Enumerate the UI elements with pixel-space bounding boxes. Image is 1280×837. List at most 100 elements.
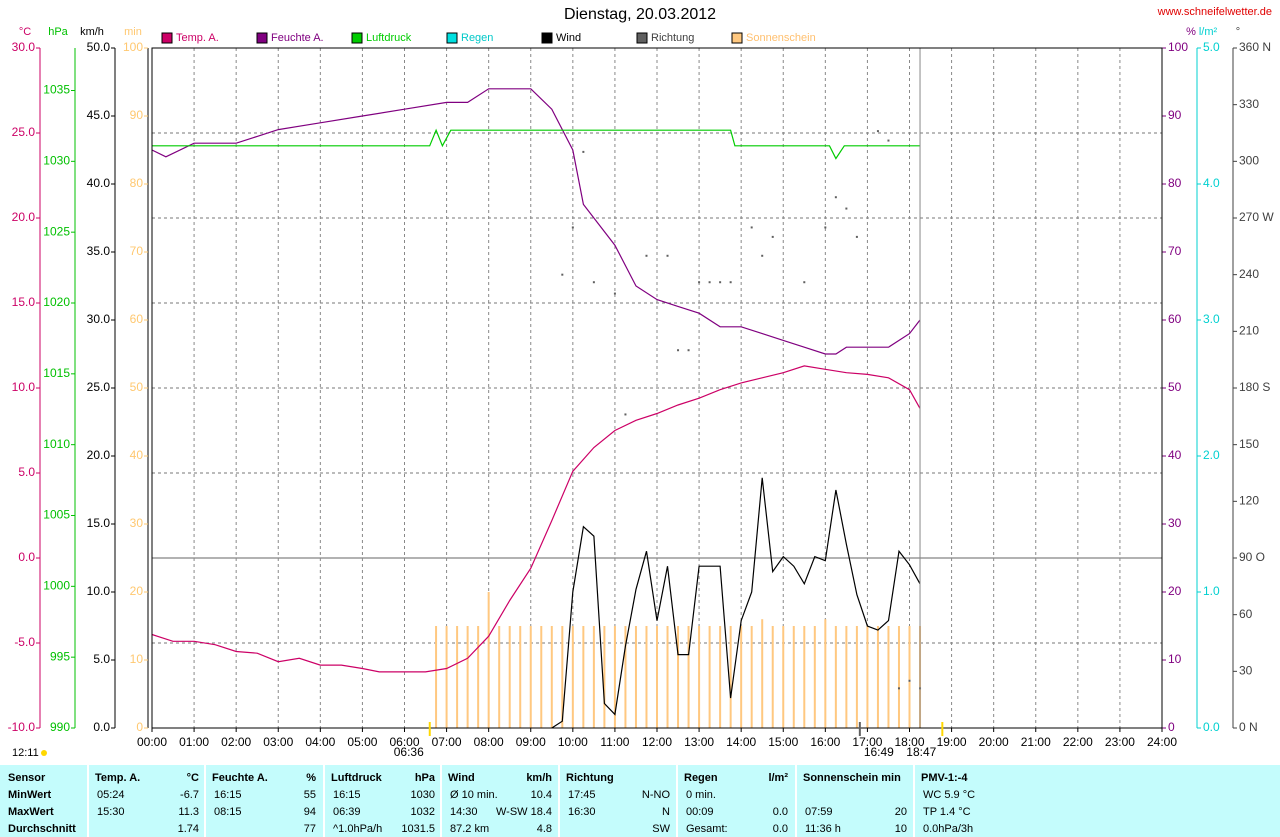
bar: [666, 626, 669, 728]
point: [887, 139, 890, 142]
table-cell: 16:30: [568, 806, 596, 818]
legend-swatch: [636, 32, 648, 44]
y-tick-label: 360 N: [1239, 40, 1271, 54]
axis-unit: min: [124, 26, 142, 38]
y-tick-label: 40: [130, 448, 144, 462]
table-cell: 77: [304, 823, 316, 835]
table-cell: Gesamt:: [686, 823, 728, 835]
bar: [792, 626, 795, 728]
table-cell: 17:45: [568, 789, 596, 801]
y-tick-label: 0 N: [1239, 720, 1258, 734]
x-tick-label: 16:00: [810, 735, 840, 749]
x-tick-label: 08:00: [474, 735, 504, 749]
axis-unit: °C: [19, 26, 31, 38]
moon-icon: [41, 750, 47, 756]
y-tick-label: 30: [1239, 664, 1253, 678]
x-tick-label: 09:00: [516, 735, 546, 749]
y-tick-label: 20: [130, 584, 144, 598]
table-cell: 06:39: [333, 806, 361, 818]
bar: [740, 626, 743, 728]
y-tick-label: 1005: [43, 508, 70, 522]
bar: [750, 626, 753, 728]
y-tick-label: 0: [136, 720, 143, 734]
table-unit: °C: [187, 772, 199, 784]
bar: [582, 626, 585, 728]
y-tick-label: 100: [1168, 40, 1188, 54]
y-tick-label: 300: [1239, 154, 1259, 168]
table-cell: WC 5.9 °C: [923, 789, 975, 801]
table-cell: 07:59: [805, 806, 833, 818]
x-tick-label: 04:00: [305, 735, 335, 749]
legend-swatch: [731, 32, 743, 44]
y-tick-label: 210: [1239, 324, 1259, 338]
bar: [897, 626, 900, 728]
y-tick-label: 20.0: [87, 448, 111, 462]
table-cell: 18.4: [531, 806, 552, 818]
y-tick-label: 90 O: [1239, 550, 1265, 564]
x-tick-label: 20:00: [979, 735, 1009, 749]
y-tick-label: 1010: [43, 437, 70, 451]
y-tick-label: 10.0: [87, 584, 111, 598]
bar: [824, 619, 827, 728]
bar: [435, 626, 438, 728]
point: [666, 254, 669, 257]
bar: [592, 626, 595, 728]
y-tick-label: 995: [50, 649, 70, 663]
table-cell: 15:30: [97, 806, 125, 818]
bar: [698, 626, 701, 728]
bar: [529, 626, 532, 728]
y-tick-label: 100: [123, 40, 143, 54]
y-tick-label: 4.0: [1203, 176, 1220, 190]
bar: [498, 626, 501, 728]
legend-label: Regen: [461, 32, 493, 44]
y-tick-label: 40.0: [87, 176, 111, 190]
legend-label: Luftdruck: [366, 32, 412, 44]
point: [761, 254, 764, 257]
y-tick-label: 80: [130, 176, 144, 190]
y-tick-label: 0.0: [1203, 720, 1220, 734]
table-header: Richtung: [566, 772, 614, 784]
point: [708, 281, 711, 284]
table-cell: N-NO: [642, 789, 671, 801]
table-cell: 0.0hPa/3h: [923, 823, 973, 835]
point: [624, 413, 627, 416]
x-tick-label: 23:00: [1105, 735, 1135, 749]
bar: [729, 626, 732, 728]
marker-label: 16:49: [864, 745, 894, 759]
legend-label: Feuchte A.: [271, 32, 324, 44]
x-tick-label: 22:00: [1063, 735, 1093, 749]
table-cell: 20: [895, 806, 907, 818]
table-cell: SW: [652, 823, 670, 835]
table-cell: 10.4: [531, 789, 552, 801]
bar: [603, 626, 606, 728]
bar: [887, 626, 890, 728]
bar: [466, 626, 469, 728]
point: [592, 281, 595, 284]
x-tick-label: 14:00: [726, 735, 756, 749]
legend-label: Richtung: [651, 32, 694, 44]
bar: [456, 626, 459, 728]
y-tick-label: 180 S: [1239, 380, 1270, 394]
y-tick-label: 10.0: [12, 380, 36, 394]
table-cell: -6.7: [180, 789, 199, 801]
bar: [771, 626, 774, 728]
source-link[interactable]: www.schneifelwetter.de: [1157, 6, 1272, 18]
y-tick-label: 25.0: [87, 380, 111, 394]
table-cell: 00:09: [686, 806, 714, 818]
x-tick-label: 05:00: [347, 735, 377, 749]
table-cell: 4.8: [537, 823, 552, 835]
bar: [540, 626, 543, 728]
bar: [677, 626, 680, 728]
point: [824, 226, 827, 229]
bar: [656, 626, 658, 728]
y-tick-label: 15.0: [87, 516, 111, 530]
axis-unit: %: [1186, 26, 1196, 38]
table-cell: 1030: [411, 789, 435, 801]
bar: [866, 626, 869, 728]
point: [855, 235, 858, 238]
bar: [855, 626, 858, 728]
marker-label: 06:36: [394, 745, 424, 759]
x-tick-label: 12:00: [642, 735, 672, 749]
x-tick-label: 15:00: [768, 735, 798, 749]
legend-swatch: [351, 32, 363, 44]
